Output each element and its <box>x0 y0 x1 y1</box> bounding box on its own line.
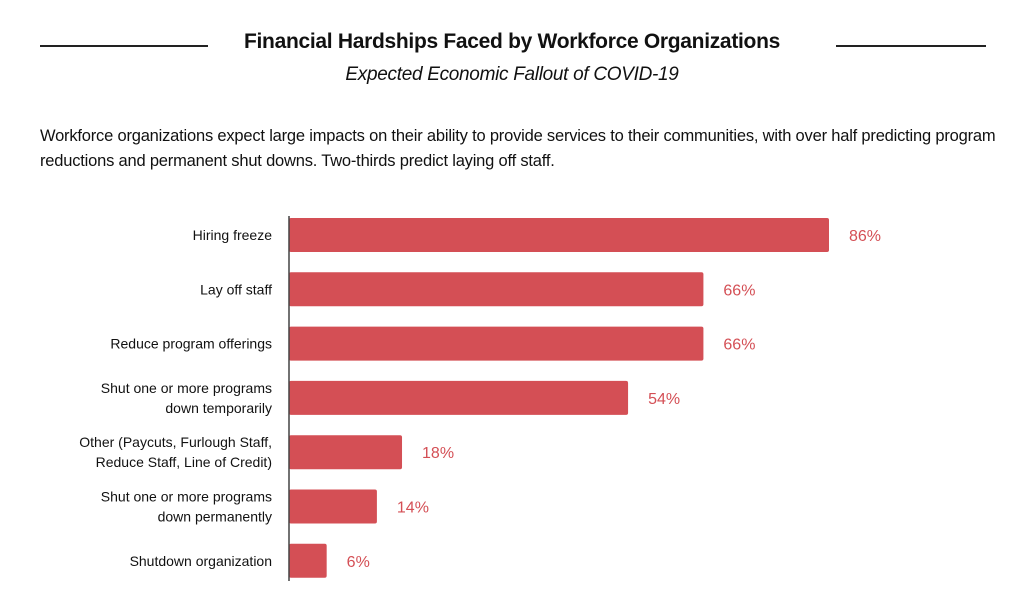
category-label: Shut one or more programs <box>101 380 272 396</box>
title-rule-left <box>40 45 208 47</box>
chart-subtitle: Expected Economic Fallout of COVID-19 <box>345 64 679 85</box>
bar <box>289 218 829 252</box>
chart-description: Workforce organizations expect large imp… <box>40 127 996 170</box>
chart-title-text: Financial Hardships Faced by Workforce O… <box>238 30 786 53</box>
category-label: Hiring freeze <box>193 227 273 243</box>
data-label: 66% <box>723 337 755 354</box>
category-label: Lay off staff <box>200 281 272 297</box>
bar <box>289 272 704 307</box>
data-label: 86% <box>849 228 881 245</box>
bar <box>289 489 377 524</box>
chart-title: Financial Hardships Faced by Workforce O… <box>0 30 1024 54</box>
category-label: Reduce program offerings <box>110 336 272 352</box>
data-label: 66% <box>723 282 755 299</box>
bar <box>289 380 629 415</box>
bar <box>289 326 704 361</box>
category-label: Shutdown organization <box>130 553 272 569</box>
category-label: down temporarily <box>165 400 272 416</box>
category-label: Reduce Staff, Line of Credit) <box>96 454 272 470</box>
category-label: down permanently <box>158 509 272 525</box>
bar <box>289 435 403 470</box>
category-label: Other (Paycuts, Furlough Staff, <box>79 434 272 450</box>
bar <box>289 543 327 578</box>
data-label: 18% <box>422 445 454 462</box>
data-label: 14% <box>397 500 429 517</box>
data-label: 6% <box>347 554 370 571</box>
data-label: 54% <box>648 391 680 408</box>
title-rule-right <box>836 45 986 47</box>
category-label: Shut one or more programs <box>101 489 272 505</box>
